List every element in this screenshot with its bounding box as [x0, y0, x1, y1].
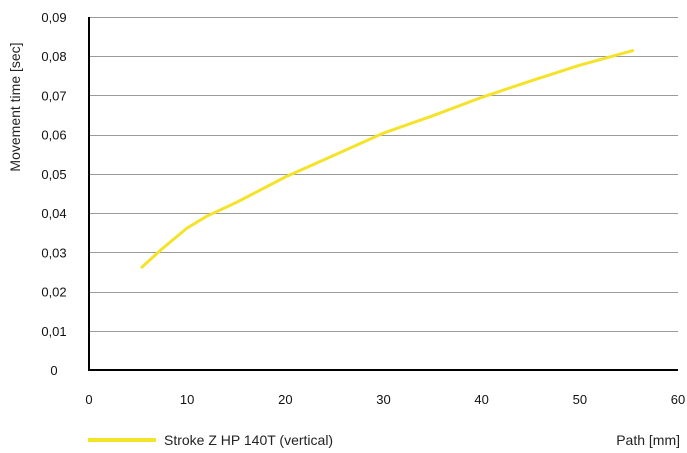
- y-tick-label: 0: [50, 363, 57, 378]
- legend-label: Stroke Z HP 140T (vertical): [164, 432, 333, 448]
- y-tick-label: 0,07: [41, 88, 66, 103]
- y-tick-label: 0,06: [41, 128, 66, 143]
- series-line: [139, 48, 635, 270]
- gridlines: [89, 17, 678, 332]
- x-tick-label: 40: [474, 392, 488, 407]
- x-tick-label: 50: [573, 392, 587, 407]
- x-axis-title: Path [mm]: [616, 432, 680, 448]
- x-tick-label: 60: [671, 392, 685, 407]
- legend: Stroke Z HP 140T (vertical): [88, 432, 333, 448]
- y-tick-label: 0,04: [41, 206, 66, 221]
- y-tick-label: 0,08: [41, 49, 66, 64]
- y-tick-label: 0,05: [41, 167, 66, 182]
- x-tick-label: 10: [180, 392, 194, 407]
- y-tick-label: 0,02: [41, 285, 66, 300]
- axes: [88, 17, 678, 371]
- y-tick-label: 0,01: [41, 324, 66, 339]
- y-tick-label: 0,03: [41, 245, 66, 260]
- series-lines: [139, 48, 635, 270]
- x-tick-labels: 0 10 20 30 40 50 60: [85, 392, 685, 407]
- y-tick-label: 0,09: [41, 10, 66, 25]
- legend-swatch: [88, 438, 156, 442]
- y-tick-labels: 0 0,01 0,02 0,03 0,04 0,05 0,06 0,07 0,08 0,09: [41, 10, 66, 378]
- x-tick-label: 30: [376, 392, 390, 407]
- x-tick-label: 0: [85, 392, 92, 407]
- x-tick-label: 20: [278, 392, 292, 407]
- y-axis-title: Movement time [sec]: [7, 42, 23, 171]
